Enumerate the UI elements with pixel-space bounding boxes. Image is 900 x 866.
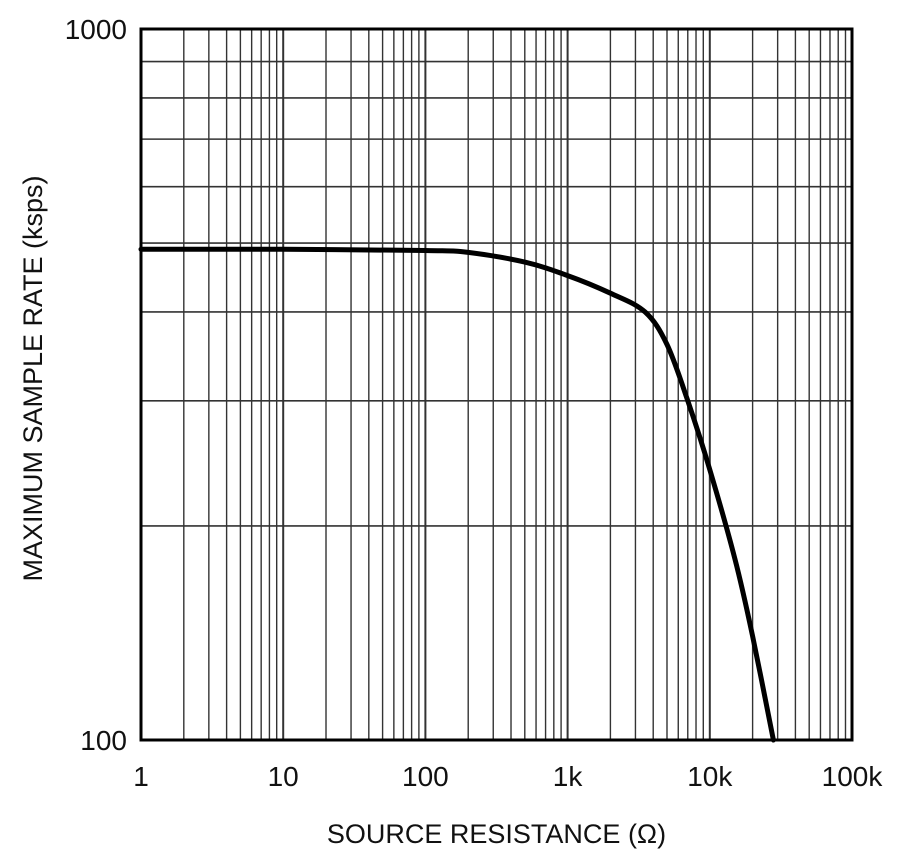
y-axis-title: MAXIMUM SAMPLE RATE (ksps) (18, 175, 48, 581)
x-tick-label: 1k (553, 761, 584, 792)
x-tick-label: 1 (133, 761, 149, 792)
y-tick-labels: 100 1000 (65, 14, 127, 756)
x-tick-label: 10k (687, 761, 733, 792)
x-axis-title: SOURCE RESISTANCE (Ω) (327, 819, 666, 849)
y-tick-label: 1000 (65, 14, 127, 45)
x-tick-label: 10 (268, 761, 299, 792)
grid-lines (141, 29, 852, 740)
x-tick-label: 100k (822, 761, 884, 792)
y-tick-label: 100 (80, 725, 127, 756)
x-tick-labels: 1 10 100 1k 10k 100k (133, 761, 883, 792)
series-line (138, 246, 776, 743)
plot-frame (139, 27, 854, 742)
x-tick-label: 100 (402, 761, 449, 792)
